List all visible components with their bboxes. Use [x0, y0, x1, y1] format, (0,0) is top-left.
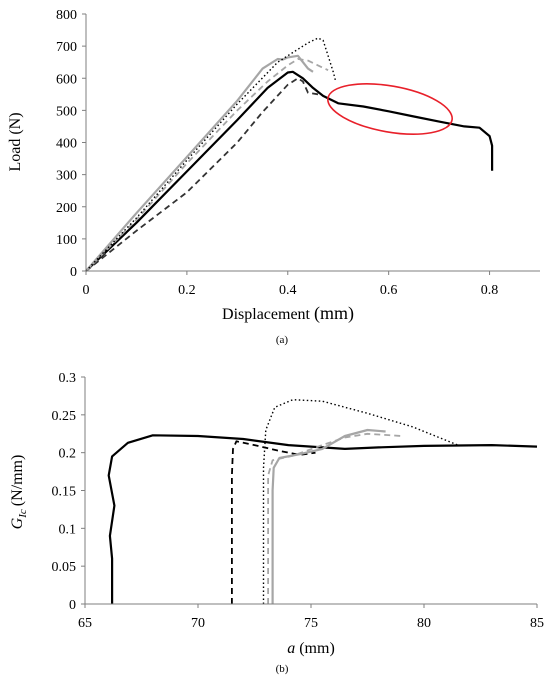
chart-b-x-tick-label: 80 [417, 616, 431, 631]
chart-a-series-line-1 [85, 70, 494, 272]
chart-a-x-tick-label: 0.8 [481, 283, 499, 298]
chart-b-x-label: a (mm) [287, 640, 335, 657]
chart-a-series [85, 37, 494, 272]
chart-a-highlight-ellipse [327, 83, 453, 135]
chart-a-x-tick-label: 0.2 [178, 283, 196, 298]
chart-b-y-label-var: G [9, 517, 26, 529]
chart-b-y-tick-label: 0.15 [52, 485, 77, 500]
chart-a-y-tick-label: 0 [70, 265, 77, 280]
chart-b-y-tick-label: 0.05 [52, 560, 77, 575]
chart-a-y-tick-label: 600 [56, 72, 77, 87]
chart-a-x-label-unit: (mm) [314, 303, 354, 324]
chart-b-x-label-unit: (mm) [299, 640, 335, 657]
chart-b-y-ticks: 0 0.05 0.1 0.15 0.2 0.25 0.3 [52, 371, 85, 613]
chart-a-panel-label: (a) [276, 334, 289, 346]
chart-a-y-label: Load (N) [7, 112, 24, 171]
chart-b-x-tick-label: 75 [304, 616, 318, 631]
chart-a-x-tick-label: 0 [83, 283, 90, 298]
chart-a-y-tick-label: 200 [56, 201, 77, 216]
chart-a-y-tick-label: 700 [56, 40, 77, 55]
chart-a-series-line-4 [85, 58, 329, 272]
chart-a-y-tick-label: 800 [56, 8, 77, 23]
chart-b-y-tick-label: 0.3 [59, 371, 77, 386]
chart-b: 0 0.05 0.1 0.15 0.2 0.25 0.3 65 70 75 80 85 a (mm)… [9, 371, 544, 675]
chart-b-series [107, 399, 538, 604]
chart-a-x-tick-label: 0.6 [380, 283, 398, 298]
chart-b-x-label-var: a [287, 640, 295, 657]
chart-a-x-label-text: Displacement [222, 306, 311, 323]
chart-a-y-tick-label: 100 [56, 233, 77, 248]
chart-b-series-line-5 [267, 432, 402, 604]
chart-b-y-label: GIc (N/mm) [9, 455, 29, 530]
chart-a-x-tick-label: 0.4 [279, 283, 297, 298]
chart-b-x-ticks: 65 70 75 80 85 [78, 604, 544, 631]
chart-a-series-line-2 [85, 77, 319, 272]
chart-a-x-label: Displacement (mm) [222, 303, 354, 324]
chart-b-y-tick-label: 0 [69, 598, 76, 613]
chart-a-y-tick-label: 500 [56, 104, 77, 119]
chart-a-y-ticks: 0 100 200 300 400 500 600 700 800 [56, 8, 86, 280]
chart-a-x-ticks: 0 0.2 0.4 0.6 0.8 [83, 271, 499, 298]
chart-b-y-label-sub: Ic [17, 509, 29, 519]
chart-b-x-tick-label: 65 [78, 616, 92, 631]
chart-b-y-tick-label: 0.2 [59, 447, 77, 462]
chart-a-y-tick-label: 400 [56, 137, 77, 152]
chart-b-y-label-unit: (N/mm) [9, 455, 26, 507]
chart-b-x-tick-label: 85 [530, 616, 544, 631]
chart-b-x-tick-label: 70 [191, 616, 205, 631]
chart-b-series-line-1 [107, 434, 538, 604]
chart-b-series-line-3 [262, 399, 459, 604]
chart-a-y-tick-label: 300 [56, 169, 77, 184]
chart-b-panel-label: (b) [276, 663, 289, 675]
chart-b-y-tick-label: 0.1 [59, 522, 77, 537]
chart-a-series-line-5 [85, 37, 337, 272]
chart-b-y-tick-label: 0.25 [52, 409, 77, 424]
